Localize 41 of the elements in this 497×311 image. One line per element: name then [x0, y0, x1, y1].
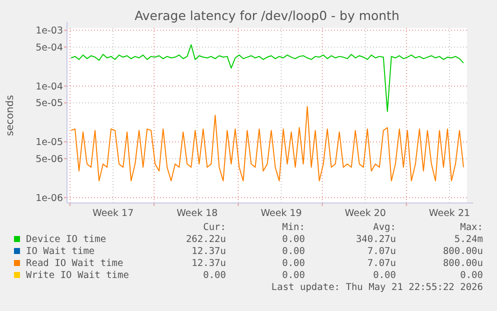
text: 340.27u: [356, 234, 396, 245]
x-tick-label: Week 18: [176, 208, 218, 219]
text: 0.00: [282, 246, 306, 257]
line-series: [70, 106, 464, 182]
text: Cur:: [203, 222, 226, 233]
text: 7.07u: [367, 258, 396, 269]
y-tick-label: 5e-04: [36, 42, 63, 54]
x-tick-label: Week 19: [260, 208, 302, 219]
x-tick-label: Week 20: [344, 208, 386, 219]
text: 262.22u: [186, 234, 226, 245]
text: 0.00: [282, 270, 306, 281]
text: 0.00: [282, 258, 306, 269]
text: 5.24m: [454, 234, 484, 245]
y-tick-label: 5e-06: [36, 154, 63, 165]
text: 800.00u: [442, 258, 483, 269]
y-tick-label: 5e-05: [36, 98, 63, 110]
text: 12.37u: [192, 258, 226, 269]
text: Min:: [282, 222, 305, 233]
text: 7.07u: [367, 246, 396, 257]
text: 0.00: [373, 270, 396, 281]
text: 0.00: [282, 234, 306, 245]
text: 800.00u: [442, 246, 483, 257]
text: Last update: Thu May 21 22:55:22 2026: [271, 282, 484, 293]
y-tick-label: 1e-03: [36, 26, 63, 37]
legend-label: Write IO Wait time: [26, 270, 130, 281]
text: Avg:: [373, 222, 396, 233]
text: Max:: [460, 222, 483, 233]
text: 0.00: [203, 270, 226, 281]
line-series: [70, 44, 464, 112]
legend-label: Read IO Wait time: [26, 258, 124, 269]
legend-label: IO Wait time: [26, 246, 95, 257]
legend-label: Device IO time: [26, 234, 106, 245]
chart-title: Average latency for /dev/loop0 - by month: [134, 8, 400, 23]
x-tick-label: Week 17: [92, 208, 134, 219]
text: 0.00: [460, 270, 484, 281]
x-tick-label: Week 21: [428, 208, 470, 219]
y-tick-label: 1e-06: [36, 192, 63, 204]
y-tick-label: 1e-04: [36, 81, 63, 92]
text: 12.37u: [192, 246, 226, 257]
y-tick-label: 1e-05: [36, 137, 63, 148]
y-axis-title: seconds: [5, 95, 16, 136]
